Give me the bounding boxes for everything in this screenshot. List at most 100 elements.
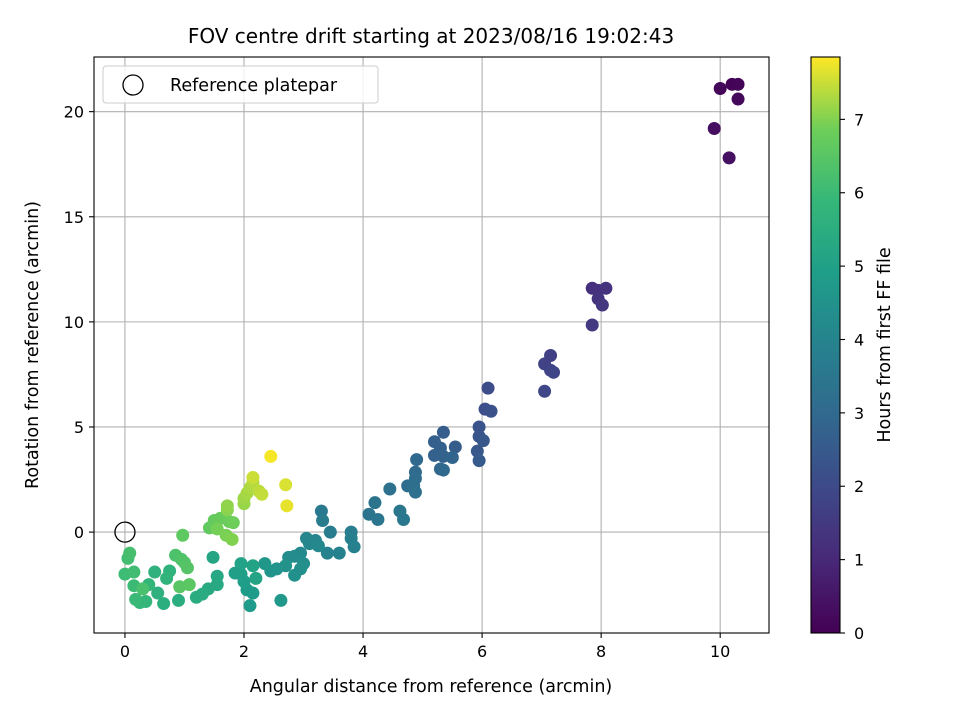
data-point (722, 151, 736, 165)
data-point (538, 384, 552, 398)
data-point (731, 92, 745, 106)
data-point (249, 571, 263, 585)
data-point (547, 365, 561, 379)
data-point (151, 586, 165, 600)
data-point (226, 516, 240, 530)
data-point (436, 463, 450, 477)
x-tick-label: 2 (239, 642, 249, 661)
data-point (228, 566, 242, 580)
data-point (311, 539, 325, 553)
y-axis-ticks: 0 5 10 15 20 (64, 103, 94, 542)
x-axis-ticks: 0 2 4 6 8 10 (120, 633, 730, 661)
y-tick-label: 0 (74, 523, 84, 542)
reference-layer (114, 521, 136, 543)
data-point (172, 593, 186, 607)
data-point (123, 546, 137, 560)
colorbar-tick-label: 0 (854, 624, 864, 643)
data-point (408, 485, 422, 499)
chart-title: FOV centre drift starting at 2023/08/16 … (188, 24, 674, 48)
colorbar-tick-label: 7 (854, 110, 864, 129)
x-tick-label: 8 (596, 642, 606, 661)
x-tick-label: 10 (710, 642, 730, 661)
data-point (448, 440, 462, 454)
data-point (713, 82, 727, 96)
data-point (320, 546, 334, 560)
legend: Reference platepar (102, 65, 379, 104)
data-point (148, 565, 162, 579)
data-point (243, 599, 257, 613)
colorbar-tick-label: 4 (854, 330, 864, 349)
data-point (234, 557, 248, 571)
y-tick-label: 10 (64, 313, 84, 332)
data-point (160, 571, 174, 585)
colorbar-ticks: 0 1 2 3 4 5 6 7 (840, 110, 864, 643)
data-point (258, 557, 272, 571)
data-point (585, 318, 599, 332)
data-point (731, 77, 745, 91)
data-point (280, 499, 294, 513)
data-point (225, 532, 239, 546)
data-points (118, 77, 745, 613)
y-tick-label: 20 (64, 103, 84, 122)
colorbar-label: Hours from first FF file (875, 247, 895, 442)
data-point (288, 568, 302, 582)
x-tick-label: 4 (358, 642, 368, 661)
x-tick-label: 6 (477, 642, 487, 661)
reference-platepar-marker (114, 521, 136, 543)
data-point (176, 528, 190, 542)
x-axis-label: Angular distance from reference (arcmin) (250, 677, 613, 697)
data-point (206, 550, 220, 564)
legend-box (102, 65, 379, 104)
data-point (595, 298, 609, 312)
data-point (383, 482, 397, 496)
data-point (127, 565, 141, 579)
colorbar-tick-label: 6 (854, 184, 864, 203)
data-point (255, 487, 269, 501)
data-point (189, 590, 203, 604)
y-tick-label: 5 (74, 418, 84, 437)
data-point (410, 453, 424, 467)
data-point (323, 525, 337, 539)
colorbar: 0 1 2 3 4 5 6 7 Hours from first FF file (810, 56, 895, 643)
x-tick-label: 0 (120, 642, 130, 661)
data-point (472, 420, 486, 434)
data-point (182, 578, 196, 592)
data-point (314, 504, 328, 518)
data-point (445, 450, 459, 464)
data-point (707, 121, 721, 135)
colorbar-tick-label: 3 (854, 404, 864, 423)
legend-marker-circle-icon (122, 74, 144, 96)
data-point (347, 540, 361, 554)
data-point (264, 449, 278, 463)
data-point (136, 582, 150, 596)
data-point (279, 478, 293, 492)
data-point (368, 496, 382, 510)
data-point (129, 592, 143, 606)
data-point (484, 404, 498, 418)
data-point (436, 425, 450, 439)
data-point (481, 381, 495, 395)
colorbar-tick-label: 5 (854, 257, 864, 276)
y-axis-label: Rotation from reference (arcmin) (23, 201, 43, 489)
grid (94, 57, 769, 633)
data-point (180, 561, 194, 575)
data-point (316, 514, 330, 528)
data-point (599, 281, 613, 295)
data-point (246, 559, 260, 573)
colorbar-tick-label: 2 (854, 477, 864, 496)
data-point (397, 512, 411, 526)
data-point (332, 546, 346, 560)
y-tick-label: 15 (64, 208, 84, 227)
data-point (274, 593, 288, 607)
data-point (476, 434, 490, 448)
data-point (371, 512, 385, 526)
colorbar-tick-label: 1 (854, 551, 864, 570)
colorbar-gradient (810, 56, 841, 634)
plot-frame (93, 56, 770, 634)
data-point (246, 470, 260, 484)
data-point (472, 454, 486, 468)
legend-entry-label: Reference platepar (170, 76, 338, 96)
data-point (157, 597, 171, 611)
data-point (220, 499, 234, 513)
